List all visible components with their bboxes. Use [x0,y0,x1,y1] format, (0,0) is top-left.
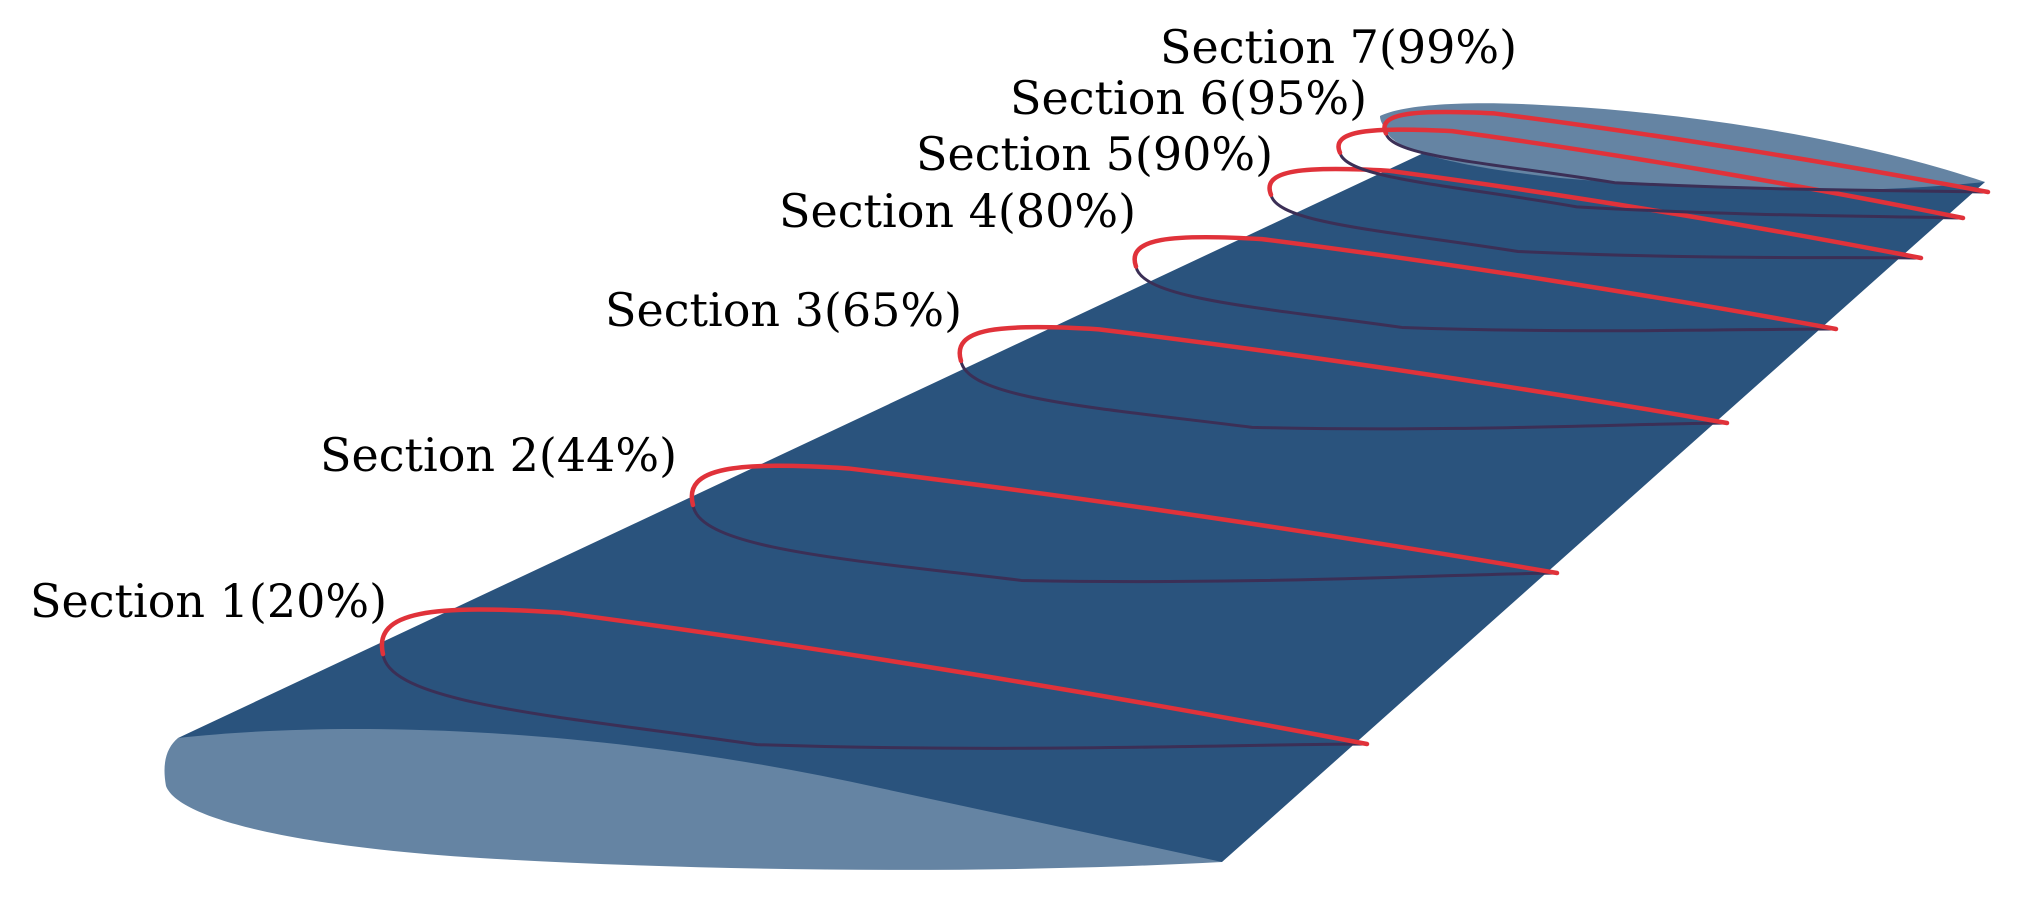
section-1-upper-curve [379,607,1370,747]
wing-surface [168,118,1985,862]
section-3-lower-curve [959,360,1728,431]
section-6-upper-curve [1336,127,1966,221]
section-label-5: Section 5(90%) [916,127,1273,181]
section-6-lower-curve [1338,152,1964,220]
tip-cap [1380,103,1985,191]
section-2-lower-curve [691,504,1558,584]
section-label-4: Section 4(80%) [779,184,1136,238]
section-label-2: Section 2(44%) [320,428,677,482]
section-label-7: Section 7(99%) [1160,20,1517,74]
root-cap [164,729,1222,870]
section-curves [379,109,1991,750]
section-1-lower-curve [381,653,1368,750]
section-labels: Section 1(20%) Section 2(44%) Section 3(… [30,20,1517,628]
section-3-upper-curve [957,324,1730,426]
section-7-upper-curve [1382,109,1991,195]
section-5-upper-curve [1267,166,1924,261]
section-label-3: Section 3(65%) [605,283,962,337]
section-4-lower-curve [1134,266,1837,333]
section-5-lower-curve [1269,194,1922,260]
section-2-upper-curve [689,463,1560,576]
section-4-upper-curve [1132,234,1839,332]
section-label-6: Section 6(95%) [1010,71,1367,125]
section-label-1: Section 1(20%) [30,574,387,628]
section-7-lower-curve [1384,132,1989,194]
